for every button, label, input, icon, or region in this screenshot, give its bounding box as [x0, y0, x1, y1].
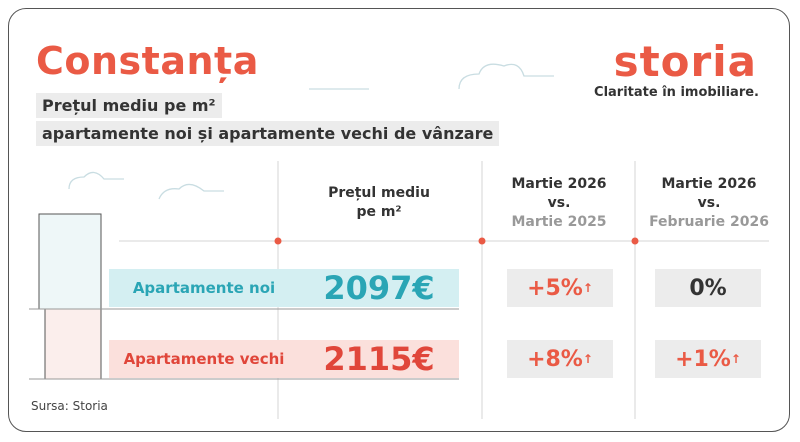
arrow-icon: ↑ — [730, 352, 741, 366]
price: 2115€ — [323, 340, 435, 378]
header-line: pe m² — [356, 204, 402, 220]
row-band: Apartamente vechi 2115€ — [109, 340, 459, 378]
infographic: Constanța Prețul mediu pe m² apartamente… — [8, 8, 790, 432]
arrow-icon: ↑ — [582, 352, 593, 366]
change-value: 0% — [689, 275, 727, 301]
source: Sursa: Storia — [31, 399, 108, 413]
header-line: Prețul mediu — [328, 185, 430, 201]
tagline: Claritate în imobiliare. — [594, 85, 759, 100]
column-header: Martie 2026 vs. Februarie 2026 — [639, 175, 779, 232]
change: +5% ↑ — [507, 269, 613, 307]
change: +8% ↑ — [507, 340, 613, 378]
change: +1% ↑ — [655, 340, 761, 378]
header-line: vs. — [547, 195, 571, 211]
row-label: Apartamente noi — [132, 279, 276, 297]
change-value: +8% — [527, 346, 583, 372]
decor — [29, 63, 769, 419]
price: 2097€ — [323, 269, 435, 307]
logo: storia — [613, 37, 757, 86]
change-value: +1% — [675, 346, 731, 372]
change-value: +5% — [527, 275, 583, 301]
row-band: Apartamente noi 2097€ — [109, 269, 459, 307]
subtitle: Prețul mediu pe m² — [36, 93, 222, 118]
subtitle: apartamente noi și apartamente vechi de … — [36, 121, 500, 146]
row-label: Apartamente vechi — [123, 350, 285, 368]
change: 0% — [655, 269, 761, 307]
arrow-icon: ↑ — [582, 281, 593, 295]
title: Constanța — [36, 39, 259, 83]
header-line: Martie 2026 — [511, 176, 607, 192]
header-line: Februarie 2026 — [649, 214, 769, 230]
column-header: Martie 2026 vs. Martie 2025 — [489, 175, 629, 232]
column-header: Prețul mediu pe m² — [299, 184, 459, 222]
header-line: Martie 2026 — [661, 176, 757, 192]
header-line: vs. — [697, 195, 721, 211]
header-line: Martie 2025 — [511, 214, 607, 230]
